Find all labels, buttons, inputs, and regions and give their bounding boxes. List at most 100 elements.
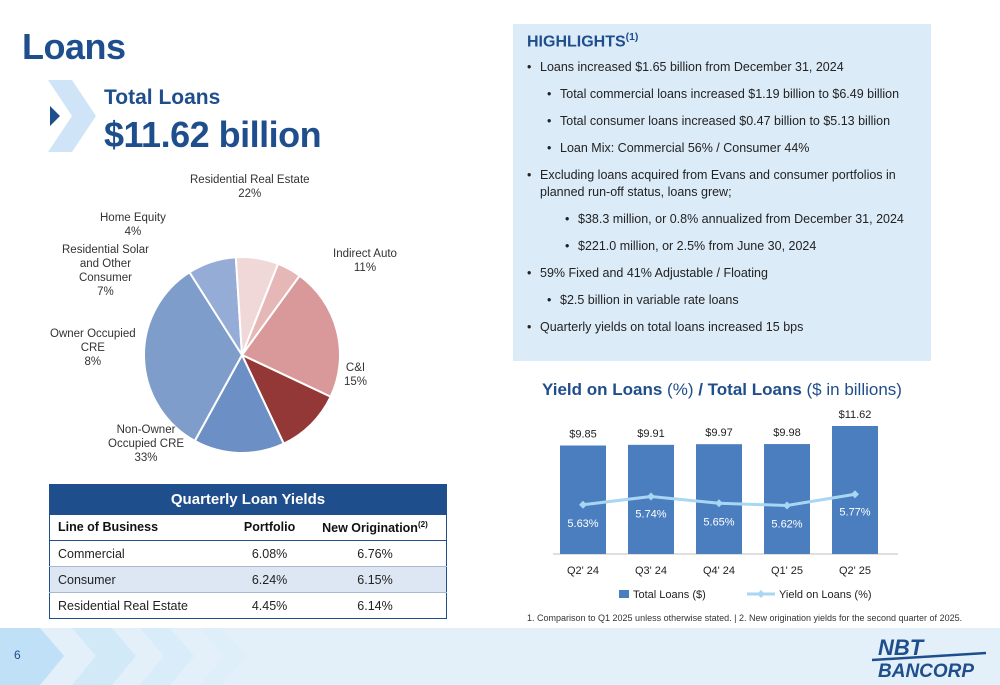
chart-title-part: ($ in billions) — [801, 380, 902, 399]
cell-portfolio: 6.08% — [235, 540, 304, 567]
table-title: Quarterly Loan Yields — [49, 484, 447, 515]
yield-total-loans-chart: $9.85 Q2' 24 $9.91 Q3' 24 $9.97 Q4' 24 $9.98 Q1… — [553, 409, 898, 601]
pie-label-home-equity: Home Equity 4% — [100, 211, 166, 239]
pie-slice-c-i — [193, 352, 286, 454]
cell-new-origination: 6.15% — [304, 566, 447, 593]
table-row: Residential Real Estate 4.45% 6.14% — [49, 592, 447, 619]
pie-label-text: Home Equity — [100, 212, 166, 224]
footnote-marker: (1) — [625, 32, 639, 43]
pie-label-text: Occupied CRE — [108, 438, 185, 450]
line-point-yield — [851, 490, 859, 499]
pie-label-text: Indirect Auto — [333, 248, 397, 260]
pie-label-ci: C&I 15% — [344, 361, 367, 389]
total-loans-value: $11.62 billion — [104, 114, 322, 155]
quarterly-loan-yields-table: Quarterly Loan Yields Line of Business P… — [49, 484, 447, 619]
page-title: Loans — [22, 26, 126, 67]
pie-label-pct: 7% — [97, 286, 114, 298]
cell-portfolio: 4.45% — [235, 592, 304, 619]
bar-total-loans — [696, 444, 742, 554]
x-tick-label: Q2' 24 — [567, 565, 599, 577]
highlight-subitem: $2.5 billion in variable rate loans — [527, 292, 917, 309]
bar-total-loans — [764, 444, 810, 554]
highlight-subitem: Total consumer loans increased $0.47 bil… — [527, 113, 917, 130]
bar-total-loans — [832, 426, 878, 554]
line-data-label: 5.77% — [839, 506, 870, 518]
highlight-item: 59% Fixed and 41% Adjustable / Floating — [527, 265, 917, 282]
pie-label-owner-occupied-cre: Owner Occupied CRE 8% — [50, 327, 136, 369]
x-tick-label: Q4' 24 — [703, 565, 735, 577]
line-point-yield — [783, 501, 791, 510]
highlight-item: Excluding loans acquired from Evans and … — [527, 167, 917, 201]
table-row: Consumer 6.24% 6.15% — [49, 566, 447, 593]
line-point-yield — [647, 492, 655, 501]
pie-label-text: Residential Solar — [62, 244, 149, 256]
footnote-marker: (2) — [417, 519, 428, 529]
pie-svg — [143, 256, 341, 454]
pie-label-residential-solar: Residential Solar and Other Consumer 7% — [62, 243, 149, 299]
x-tick-label: Q1' 25 — [771, 565, 803, 577]
cell-portfolio: 6.24% — [235, 566, 304, 593]
pie-label-pct: 4% — [124, 226, 142, 238]
bar-data-label: $9.97 — [705, 427, 733, 439]
bar-data-label: $9.85 — [569, 428, 597, 440]
pie-label-pct: 22% — [238, 188, 262, 200]
cell-lob: Commercial — [49, 540, 236, 567]
pie-label-non-owner-occupied-cre: Non-Owner Occupied CRE 33% — [108, 423, 184, 465]
pie-label-text: Residential Real Estate — [190, 174, 310, 186]
x-tick-label: Q3' 24 — [635, 565, 667, 577]
table-row: Commercial 6.08% 6.76% — [49, 540, 447, 567]
pie-label-text: CRE — [80, 342, 105, 354]
pie-label-indirect-auto: Indirect Auto 11% — [333, 247, 397, 275]
pie-label-pct: 11% — [353, 262, 377, 274]
legend-label-total-loans: Total Loans ($) — [633, 589, 706, 601]
pie-slice-home-equity — [241, 262, 301, 356]
line-point-yield — [715, 499, 723, 508]
highlight-item: Quarterly yields on total loans increase… — [527, 319, 917, 336]
header-text: New Origination — [322, 520, 418, 535]
pie-label-text: Owner Occupied — [50, 328, 136, 340]
line-data-label: 5.65% — [703, 516, 734, 528]
pie-label-text: C&I — [345, 362, 366, 374]
chart-title-part: (%) — [662, 380, 699, 399]
highlights-title-text: HIGHLIGHTS — [527, 33, 626, 51]
loan-mix-pie-chart: Residential Real Estate 22% Indirect Aut… — [0, 165, 470, 475]
pie-label-pct: 8% — [84, 356, 102, 368]
nbt-bancorp-logo: NBT BANCORP — [871, 635, 987, 681]
line-point-yield — [579, 500, 587, 509]
footnote: 1. Comparison to Q1 2025 unless otherwis… — [527, 613, 963, 623]
highlights-list: Loans increased $1.65 billion from Decem… — [527, 59, 917, 336]
pie-slice-indirect-auto — [239, 352, 333, 446]
bar-data-label: $9.91 — [637, 428, 665, 440]
bar-data-label: $9.98 — [773, 427, 801, 439]
highlight-item: Loans increased $1.65 billion from Decem… — [527, 59, 917, 76]
logo-line1: NBT — [878, 635, 925, 660]
page-number: 6 — [14, 648, 21, 662]
logo-line2: BANCORP — [878, 661, 974, 681]
line-data-label: 5.74% — [635, 509, 666, 521]
chevron-decoration — [48, 80, 96, 152]
chart-title-part: Yield on Loans — [542, 380, 663, 399]
legend-marker-yield — [757, 590, 765, 598]
highlights-panel: HIGHLIGHTS(1) Loans increased $1.65 bill… — [513, 24, 931, 361]
bar-data-label: $11.62 — [839, 409, 872, 421]
cell-lob: Residential Real Estate — [49, 592, 236, 619]
x-tick-label: Q2' 25 — [839, 565, 871, 577]
column-header-portfolio: Portfolio — [235, 514, 304, 541]
column-header-line-of-business: Line of Business — [49, 514, 236, 541]
pie-label-text: Consumer — [78, 272, 132, 284]
bottom-band — [0, 628, 1000, 685]
legend-label-yield: Yield on Loans (%) — [779, 589, 872, 601]
line-data-label: 5.63% — [567, 518, 598, 530]
highlight-subitem: $221.0 million, or 2.5% from June 30, 20… — [527, 238, 917, 255]
pie-slice-non-owner-occupied-cre — [143, 270, 244, 443]
highlight-subitem: Loan Mix: Commercial 56% / Consumer 44% — [527, 140, 917, 157]
cell-new-origination: 6.14% — [304, 592, 447, 619]
chart-title-part: / Total Loans — [698, 380, 802, 399]
column-header-new-origination: New Origination(2) — [304, 514, 447, 541]
legend-swatch-total-loans — [619, 590, 629, 598]
pie-label-text: Non-Owner — [116, 424, 176, 436]
line-data-label: 5.62% — [771, 519, 802, 531]
total-loans-label: Total Loans — [104, 86, 221, 109]
pie-label-residential-real-estate: Residential Real Estate 22% — [190, 173, 310, 201]
pie-label-pct: 15% — [344, 376, 368, 388]
